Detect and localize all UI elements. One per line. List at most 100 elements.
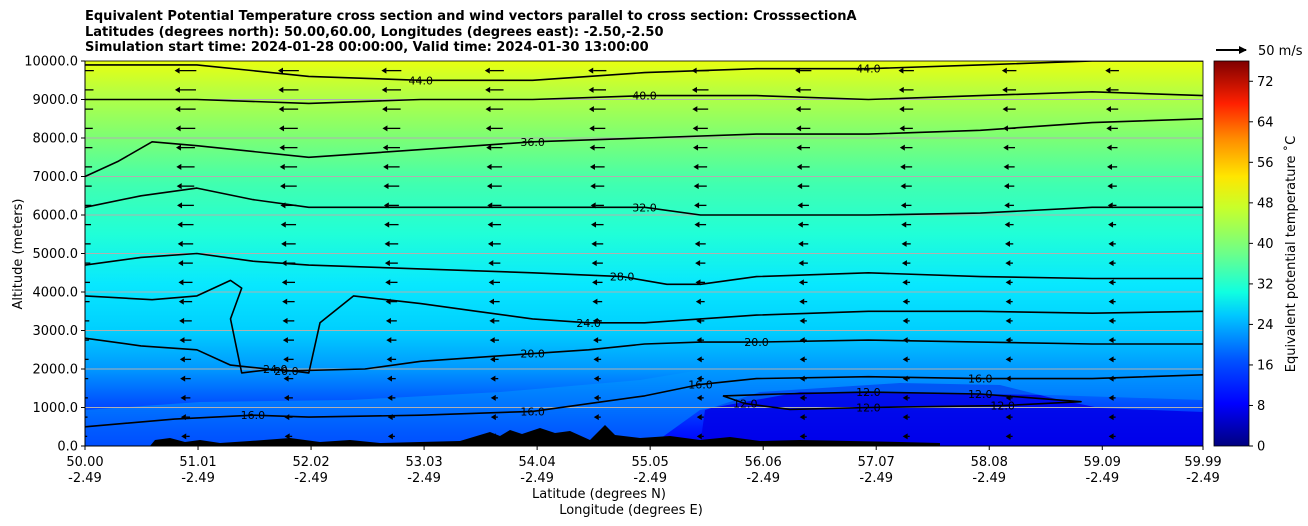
x-tick-label-lon: -2.49: [68, 471, 102, 486]
x-tick-label-lat: 50.00: [66, 455, 103, 470]
wind-vector-head: [901, 260, 907, 267]
wind-vector-head: [75, 279, 80, 285]
contour-label: 20.0: [744, 336, 769, 349]
wind-vector-head: [799, 317, 805, 324]
wind-vector-head: [899, 125, 905, 132]
wind-vector-head: [589, 144, 595, 151]
y-axis: 0.0 1000.0 2000.0 3000.0 4000.0 5000.0 6000.0 7…: [24, 55, 86, 455]
wind-vector-head: [281, 260, 287, 267]
wind-vector-head: [1005, 394, 1011, 401]
wind-vector-head: [1209, 87, 1214, 93]
wind-vector-head: [902, 298, 908, 305]
wind-vector-head: [901, 240, 907, 247]
wind-vector-head: [386, 356, 392, 363]
wind-vector-head: [384, 260, 390, 267]
wind-vector-head: [589, 163, 595, 170]
wind-vector-head: [178, 298, 184, 305]
wind-vector-head: [78, 433, 83, 439]
x-tick-label-lat: 55.05: [632, 455, 669, 470]
chart-title: Equivalent Potential Temperature cross s…: [85, 9, 857, 56]
wind-vector-head: [1003, 163, 1009, 170]
wind-vector-head: [693, 183, 699, 190]
x-axis: 50.00-2.4951.01-2.4952.02-2.4953.03-2.49…: [66, 445, 1222, 486]
wind-vector-head: [1108, 433, 1114, 440]
contour-12: [722, 391, 1082, 411]
wind-vector-head: [1005, 279, 1011, 286]
wind-vector-head: [385, 279, 391, 286]
wind-vector-head: [696, 356, 702, 363]
wind-vector-head: [1005, 356, 1011, 363]
wind-vector-head: [175, 125, 181, 132]
wind-vector-head: [485, 106, 491, 113]
wind-vector-head: [488, 279, 494, 286]
colorbar-tick-label: 32: [1257, 277, 1274, 292]
wind-vector-head: [1002, 125, 1008, 132]
wind-vector-head: [795, 86, 801, 93]
y-tick-label: 2000.0: [33, 363, 79, 378]
colorbar-label: Equivalent potential temperature ˚C: [1283, 136, 1299, 372]
contour-label: 44.0: [856, 63, 881, 76]
title-line-3: Simulation start time: 2024-01-28 00:00:…: [85, 40, 649, 55]
y-tick-label: 8000.0: [33, 132, 79, 147]
wind-vector-head: [898, 67, 904, 74]
wind-vector-head: [899, 106, 905, 113]
wind-vector-head: [281, 240, 287, 247]
title-line-2: Latitudes (degrees north): 50.00,60.00, …: [85, 24, 664, 40]
wind-vector-head: [1108, 298, 1114, 305]
wind-vector-head: [487, 240, 493, 247]
contour-label: 24.0: [263, 363, 288, 376]
wind-vector-head: [1105, 106, 1111, 113]
wind-vector-head: [799, 356, 805, 363]
x-tick-label-lon: -2.49: [181, 471, 215, 486]
wind-vector-head: [901, 221, 907, 228]
wind-vector-head: [592, 279, 598, 286]
wind-vector-head: [178, 260, 184, 267]
wind-vector-head: [797, 183, 803, 190]
wind-vector-head: [1108, 337, 1114, 344]
wind-vector-head: [175, 106, 181, 113]
wind-vector-head: [799, 414, 805, 421]
cold-region: [700, 383, 1203, 446]
contour-32: [85, 187, 1203, 216]
x-tick-label-lat: 56.06: [745, 455, 782, 470]
wind-vector-head: [593, 433, 599, 440]
wind-vector-head: [900, 202, 906, 209]
wind-vector-head: [1005, 433, 1011, 440]
contour-label: 12.0: [856, 402, 881, 415]
contour-label: 20.0: [520, 348, 545, 361]
wind-vector-head: [593, 414, 599, 421]
wind-vector-head: [593, 337, 599, 344]
wind-vector-head: [795, 67, 801, 74]
wind-vector-head: [280, 221, 286, 228]
contour-44: [85, 61, 1203, 82]
colorbar-tick-label: 24: [1257, 318, 1274, 333]
wind-vector-head: [174, 67, 180, 74]
contour-label: 36.0: [520, 136, 545, 149]
wind-vector-head: [1108, 356, 1114, 363]
colorbar-tick-label: 0: [1257, 440, 1265, 455]
x-tick-label-lon: -2.49: [746, 471, 780, 486]
wind-vector-head: [1002, 86, 1008, 93]
wind-vector-head: [284, 414, 290, 421]
wind-vector-head: [902, 433, 908, 440]
wind-vector-head: [177, 240, 183, 247]
wind-vector-head: [691, 86, 697, 93]
wind-vector-head: [590, 202, 596, 209]
wind-vector-head: [489, 317, 495, 324]
contour-label: 28.0: [610, 271, 635, 284]
wind-vector-head: [282, 337, 288, 344]
wind-vector-head: [1003, 144, 1009, 151]
wind-vector-head: [1108, 221, 1114, 228]
x-tick-label-lon: -2.49: [407, 471, 441, 486]
wind-vector-head: [593, 394, 599, 401]
wind-vector-head: [1005, 317, 1011, 324]
y-tick-label: 4000.0: [33, 286, 79, 301]
contour-label: 16.0: [688, 378, 713, 391]
wind-vector-head: [487, 202, 493, 209]
wind-vector-head: [1105, 86, 1111, 93]
wind-vector-head: [179, 317, 185, 324]
wind-vector-head: [902, 375, 908, 382]
colorbar-tick-label: 8: [1257, 399, 1265, 414]
wind-vector-head: [899, 144, 905, 151]
wind-vector-head: [900, 163, 906, 170]
